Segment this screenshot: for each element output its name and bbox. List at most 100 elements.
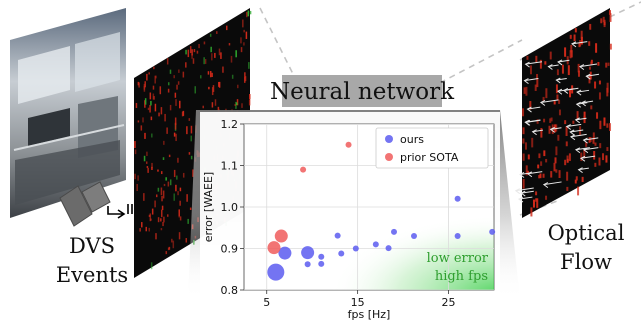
event-mark — [218, 81, 220, 87]
flow-arrow — [515, 187, 534, 192]
event-mark — [163, 183, 166, 187]
event-mark — [166, 127, 168, 134]
event-mark — [175, 184, 177, 192]
event-mark — [161, 195, 163, 202]
point-ours — [352, 245, 359, 252]
flow-event-mark — [575, 176, 578, 181]
flow-arrow-head — [520, 190, 526, 197]
flow-event-mark — [540, 128, 543, 138]
event-mark — [147, 167, 149, 173]
x-tick-label: 5 — [263, 296, 270, 309]
flow-arrow-head — [585, 73, 591, 80]
event-mark — [134, 173, 136, 180]
point-ours — [454, 233, 461, 240]
flow-arrow — [575, 117, 587, 121]
event-mark — [148, 72, 150, 75]
flow-event-mark — [535, 198, 538, 202]
flow-event-mark — [538, 153, 541, 159]
event-mark — [204, 59, 207, 64]
y-tick-label: 0.8 — [221, 284, 239, 297]
event-mark — [145, 161, 148, 164]
event-mark — [148, 227, 151, 232]
point-ours — [304, 261, 311, 268]
flow-event-mark — [598, 157, 601, 166]
flow-arrow-head — [571, 41, 577, 48]
event-mark — [154, 103, 157, 112]
event-mark — [179, 187, 182, 192]
flow-arrow — [540, 99, 559, 103]
flow-event-mark — [602, 16, 605, 23]
event-mark — [141, 222, 143, 228]
flow-event-mark — [536, 198, 539, 208]
event-mark — [167, 82, 170, 86]
flow-event-mark — [531, 137, 534, 148]
flow-arrow-head — [565, 124, 572, 130]
flow-event-mark — [577, 186, 580, 196]
event-mark — [185, 49, 187, 55]
event-mark — [178, 209, 180, 218]
flow-event-mark — [569, 88, 572, 98]
flow-event-mark — [564, 47, 567, 57]
event-mark — [143, 155, 146, 162]
flow-event-mark — [545, 88, 548, 99]
flow-event-mark — [535, 191, 538, 196]
event-mark — [175, 133, 177, 142]
event-mark — [137, 120, 140, 123]
flow-event-mark — [530, 207, 533, 217]
flow-arrow-head — [582, 137, 588, 144]
flow-arrow-head — [574, 117, 581, 124]
event-mark — [235, 101, 237, 109]
event-mark — [138, 82, 140, 88]
event-mark — [212, 85, 215, 92]
event-mark — [222, 66, 224, 73]
flow-event-mark — [568, 153, 571, 161]
flow-arrow-head — [549, 126, 555, 133]
point-ours — [391, 228, 397, 235]
event-mark — [226, 25, 228, 31]
flow-arrow — [521, 190, 534, 194]
point-ours — [318, 253, 325, 260]
flow-event-mark — [544, 61, 547, 65]
flow-arrow-head — [579, 155, 586, 162]
flow-event-mark — [550, 171, 553, 178]
flow-arrow — [586, 73, 600, 77]
event-mark — [169, 179, 172, 186]
flow-event-mark — [565, 126, 568, 136]
event-mark — [178, 69, 180, 73]
legend-box — [375, 127, 489, 169]
event-mark — [190, 125, 193, 134]
event-mark — [209, 70, 212, 78]
event-mark — [190, 155, 193, 160]
event-mark — [152, 93, 155, 100]
event-mark — [144, 100, 146, 108]
event-mark — [169, 69, 172, 74]
flow-event-mark — [545, 158, 548, 163]
event-mark — [150, 116, 153, 121]
flow-event-mark — [525, 165, 528, 176]
event-mark — [236, 99, 239, 106]
event-mark — [190, 135, 193, 142]
event-mark — [196, 50, 199, 54]
event-mark — [148, 214, 151, 217]
scene-photo — [10, 8, 126, 218]
event-mark — [209, 33, 212, 37]
legend-marker-prior-sota — [385, 153, 393, 161]
event-mark — [150, 262, 153, 270]
flow-event-mark — [600, 18, 603, 24]
event-mark — [243, 42, 245, 46]
flow-event-mark — [540, 161, 543, 166]
flow-event-mark — [609, 13, 612, 22]
flow-arrow — [548, 64, 559, 68]
event-mark — [192, 58, 195, 64]
flow-event-mark — [606, 87, 609, 97]
flow-event-mark — [554, 157, 557, 164]
flow-event-mark — [525, 86, 528, 96]
event-mark — [173, 75, 175, 79]
event-mark — [150, 100, 152, 106]
flow-event-mark — [549, 51, 552, 60]
flow-event-mark — [566, 155, 569, 161]
flow-arrow-head — [526, 106, 532, 113]
flow-event-mark — [590, 61, 593, 66]
event-mark — [245, 31, 248, 39]
event-mark — [176, 175, 178, 180]
